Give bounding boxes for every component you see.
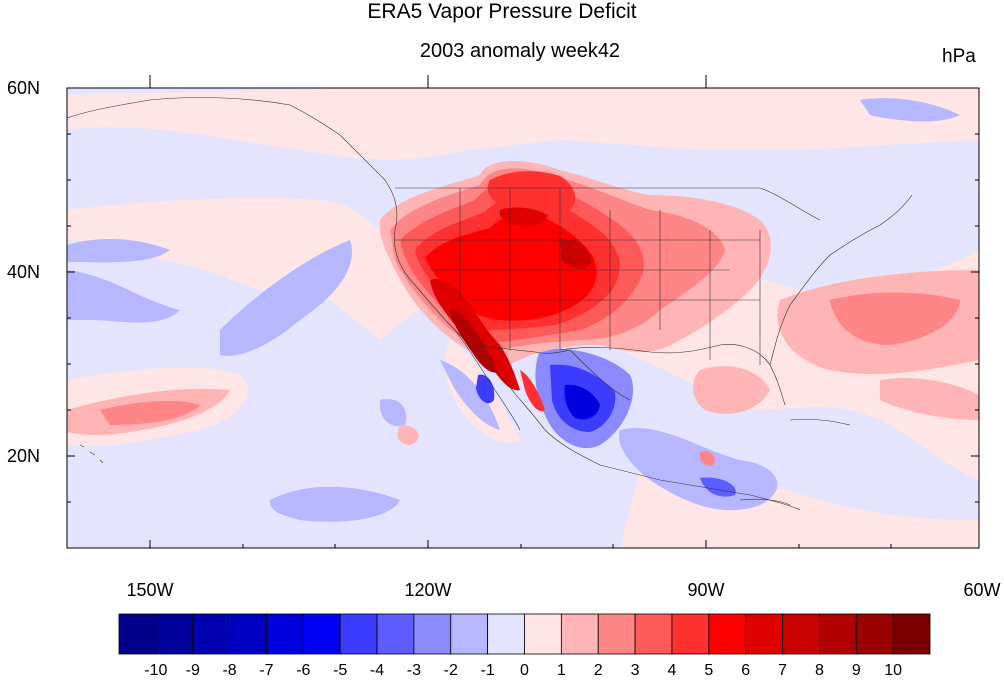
lat-label-60n: 60N — [7, 78, 40, 98]
colorbar-label: 6 — [741, 662, 750, 679]
map-title: ERA5 Vapor Pressure Deficit — [367, 0, 637, 23]
lon-label-120w: 120W — [404, 580, 451, 600]
colorbar-label: 5 — [704, 662, 713, 679]
colorbar-swatch — [819, 613, 857, 655]
colorbar-label: -5 — [333, 662, 347, 679]
colorbar-swatch — [229, 613, 267, 655]
coastlines — [67, 97, 913, 511]
colorbar-label: -3 — [407, 662, 421, 679]
units-label: hPa — [942, 46, 976, 67]
colorbar-label: -2 — [444, 662, 458, 679]
mexico-negative-core — [476, 348, 736, 497]
colorbar: -10 -9 -8 -7 -6 -5 -4 -3 -2 -1 0 1 2 3 4 5 6 7 8 9 10 — [118, 613, 931, 679]
colorbar-label: -10 — [144, 662, 167, 679]
lon-label-90w: 90W — [687, 580, 724, 600]
colorbar-label: 3 — [631, 662, 640, 679]
colorbar-label: 1 — [557, 662, 566, 679]
colorbar-swatch — [155, 613, 194, 655]
colorbar-swatch — [708, 613, 747, 655]
lon-ticks — [149, 75, 892, 548]
colorbar-label: 4 — [668, 662, 677, 679]
us-positive-anomaly — [379, 160, 771, 412]
colorbar-swatch — [782, 613, 820, 655]
lon-label-60w: 60W — [963, 580, 1000, 600]
map-subtitle: 2003 anomaly week42 — [419, 40, 621, 62]
colorbar-swatch — [855, 613, 894, 655]
colorbar-label: 2 — [594, 662, 603, 679]
lat-label-20n: 20N — [7, 446, 40, 466]
colorbar-label: -7 — [259, 662, 273, 679]
colorbar-swatch — [266, 613, 304, 655]
colorbar-swatch — [671, 613, 710, 655]
colorbar-swatch — [376, 613, 415, 655]
colorbar-label: -4 — [370, 662, 384, 679]
colorbar-swatch — [560, 613, 599, 655]
negative-regions — [67, 98, 960, 522]
colorbar-swatch — [524, 613, 562, 655]
colorbar-label: 8 — [815, 662, 824, 679]
colorbar-swatch — [487, 613, 525, 655]
colorbar-swatch — [892, 613, 931, 655]
atlantic-positive-2 — [100, 292, 960, 466]
colorbar-label: -1 — [481, 662, 495, 679]
colorbar-swatch — [597, 613, 636, 655]
lat-ticks — [67, 87, 979, 503]
colorbar-swatch — [413, 613, 452, 655]
colorbar-swatch — [339, 613, 378, 655]
lat-label-40n: 40N — [7, 262, 40, 282]
colorbar-label: -6 — [296, 662, 310, 679]
colorbar-label: 0 — [520, 662, 529, 679]
colorbar-swatch — [192, 613, 230, 655]
colorbar-label: -9 — [186, 662, 200, 679]
anomaly-field — [67, 88, 979, 548]
colorbar-swatch — [302, 613, 341, 655]
colorbar-swatch — [118, 613, 157, 655]
colorbar-swatch — [634, 613, 673, 655]
colorbar-label: 10 — [884, 662, 902, 679]
lon-label-150w: 150W — [126, 580, 173, 600]
colorbar-label: 7 — [778, 662, 787, 679]
colorbar-swatch — [450, 613, 489, 655]
colorbar-label: 9 — [852, 662, 861, 679]
colorbar-swatch — [745, 613, 783, 655]
colorbar-label: -8 — [222, 662, 236, 679]
